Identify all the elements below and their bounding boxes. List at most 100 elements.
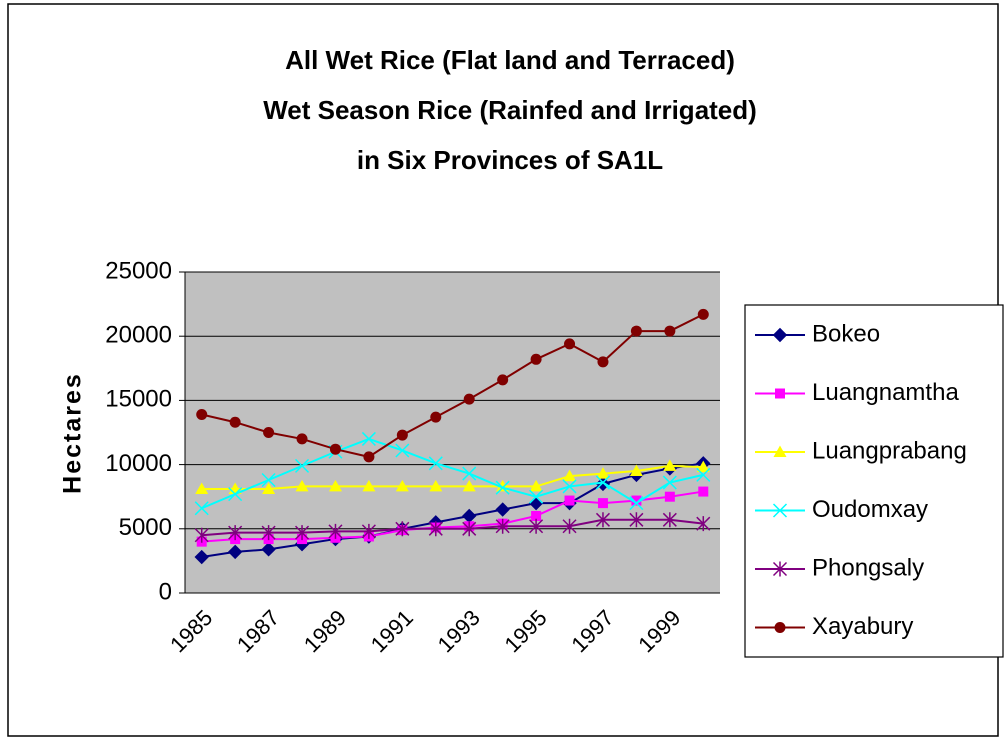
marker-shape <box>363 451 375 463</box>
marker <box>430 411 442 423</box>
marker-shape <box>361 431 376 446</box>
marker <box>495 518 510 534</box>
marker <box>696 516 711 532</box>
y-tick-label: 15000 <box>105 386 172 413</box>
marker <box>395 521 410 537</box>
marker <box>698 486 709 497</box>
marker-shape <box>564 338 576 350</box>
marker <box>772 503 788 518</box>
marker <box>497 374 509 386</box>
marker-shape <box>396 429 408 441</box>
y-tick-label: 5000 <box>119 514 172 541</box>
marker <box>194 527 209 543</box>
marker-shape <box>629 496 644 511</box>
marker <box>630 325 642 337</box>
marker-shape <box>629 512 644 528</box>
marker-shape <box>529 489 544 504</box>
marker-shape <box>462 521 477 537</box>
marker-shape <box>228 525 243 541</box>
marker-shape <box>395 443 410 458</box>
marker <box>462 466 477 481</box>
marker <box>263 427 275 438</box>
marker <box>529 479 543 492</box>
marker <box>295 479 309 492</box>
marker <box>361 523 376 539</box>
marker-shape <box>495 502 510 517</box>
marker <box>296 433 308 445</box>
y-tick-label: 20000 <box>105 322 172 349</box>
marker-shape <box>395 479 409 492</box>
marker <box>295 525 310 541</box>
marker <box>664 325 676 337</box>
marker <box>227 544 243 560</box>
marker <box>361 431 376 446</box>
marker-shape <box>395 521 410 537</box>
y-tick-label: 25000 <box>105 257 172 284</box>
marker <box>774 622 786 633</box>
marker-shape <box>497 374 509 386</box>
marker-shape <box>195 482 209 494</box>
marker-shape <box>228 487 243 502</box>
marker-shape <box>772 561 788 577</box>
marker <box>363 451 375 463</box>
marker-shape <box>698 486 709 497</box>
marker-shape <box>261 542 276 557</box>
marker <box>462 521 477 537</box>
marker-shape <box>772 503 788 518</box>
marker-shape <box>697 308 709 320</box>
marker-shape <box>495 480 510 495</box>
marker-shape <box>595 475 610 490</box>
marker <box>428 521 443 537</box>
marker-shape <box>362 479 376 492</box>
series-line <box>201 464 704 490</box>
marker-shape <box>296 433 308 445</box>
marker-shape <box>328 479 342 492</box>
marker <box>196 409 208 421</box>
marker-shape <box>696 516 711 532</box>
marker-shape <box>263 427 275 438</box>
legend-label: Bokeo <box>812 320 880 347</box>
marker <box>563 469 577 482</box>
marker-shape <box>663 459 677 471</box>
marker <box>261 525 276 541</box>
marker-shape <box>664 325 676 337</box>
marker <box>495 502 510 517</box>
marker-shape <box>229 416 241 428</box>
marker-shape <box>530 353 542 365</box>
marker-shape <box>428 456 443 471</box>
marker-shape <box>196 409 208 421</box>
marker-shape <box>194 501 209 516</box>
marker <box>396 429 408 441</box>
marker-shape <box>562 479 577 494</box>
marker-shape <box>463 393 475 405</box>
marker-shape <box>462 479 476 492</box>
marker <box>328 479 342 492</box>
marker <box>495 480 510 495</box>
marker-shape <box>194 527 209 543</box>
marker-shape <box>630 325 642 337</box>
marker <box>595 475 610 490</box>
marker <box>662 512 677 528</box>
marker <box>696 467 711 482</box>
marker-shape <box>227 544 243 560</box>
legend-label: Luangprabang <box>812 437 967 464</box>
marker <box>362 479 376 492</box>
series-line <box>201 518 704 537</box>
legend-label: Luangnamtha <box>812 379 959 406</box>
marker <box>329 443 341 455</box>
y-tick-label: 0 <box>159 578 172 605</box>
marker <box>529 518 544 534</box>
marker <box>228 487 243 502</box>
marker-shape <box>597 356 609 368</box>
marker-shape <box>597 498 608 509</box>
marker <box>429 479 443 492</box>
marker <box>395 443 410 458</box>
marker-shape <box>495 518 510 534</box>
marker-shape <box>261 472 276 488</box>
marker <box>595 476 611 492</box>
marker <box>562 479 577 494</box>
marker <box>564 338 576 350</box>
series-line <box>201 490 704 543</box>
marker <box>772 561 788 577</box>
